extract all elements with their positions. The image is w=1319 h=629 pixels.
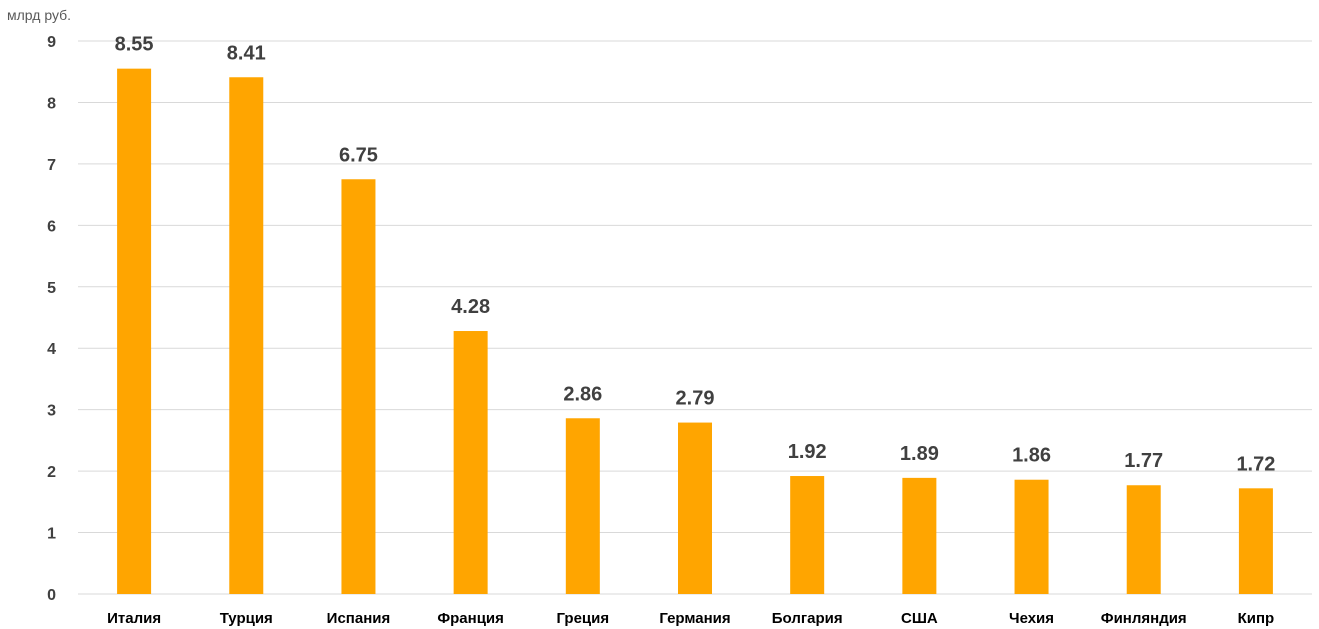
bar-7: [790, 476, 825, 594]
data-labels: 8.55 8.41 6.75 4.28 2.86 2.79 1.92 1.89 1.86 1.77…: [115, 34, 1276, 476]
bar-5: [565, 418, 600, 594]
x-tick-label: Кипр: [1238, 610, 1275, 627]
x-tick-label: Чехия: [1009, 610, 1054, 627]
data-label: 1.92: [788, 441, 827, 463]
data-label: 4.28: [451, 296, 490, 318]
x-tick-label: Турция: [220, 610, 273, 627]
bar-9: [1014, 479, 1049, 594]
gridlines: [78, 40, 1312, 595]
bar-11: [1238, 488, 1273, 594]
y-tick-label: 2: [47, 464, 56, 481]
y-tick-label: 5: [47, 280, 56, 297]
x-tick-label: Финляндия: [1101, 610, 1187, 627]
x-tick-label: Греция: [556, 610, 609, 627]
y-tick-label: 4: [47, 341, 56, 358]
y-tick-label: 8: [47, 95, 56, 112]
x-tick-label: Франция: [437, 610, 504, 627]
data-label: 6.75: [339, 144, 378, 166]
data-label: 8.41: [227, 42, 266, 64]
y-tick-label: 7: [47, 157, 56, 174]
bar-10: [1126, 485, 1161, 594]
x-tick-label: США: [901, 610, 938, 627]
y-tick-label: 0: [47, 587, 56, 604]
x-axis-ticks: Италия Турция Испания Франция Греция Германия…: [107, 610, 1274, 627]
data-label: 2.79: [676, 388, 715, 410]
bar-2: [229, 77, 264, 595]
data-label: 1.89: [900, 443, 939, 465]
bars: [117, 68, 1273, 595]
data-label: 1.77: [1124, 450, 1163, 472]
x-tick-label: Испания: [327, 610, 391, 627]
y-axis-ticks: 0 1 2 3 4 5 6 7 8 9: [47, 34, 56, 604]
data-label: 1.72: [1236, 453, 1275, 475]
bar-6: [678, 422, 712, 594]
bar-1: [117, 68, 152, 594]
bar-4: [453, 331, 488, 594]
y-tick-label: 1: [47, 526, 56, 543]
y-tick-label: 9: [47, 34, 56, 51]
bar-8: [902, 477, 937, 594]
x-tick-label: Болгария: [772, 610, 843, 627]
y-tick-label: 3: [47, 403, 56, 420]
data-label: 8.55: [115, 34, 154, 56]
data-label: 1.86: [1012, 445, 1051, 467]
x-tick-label: Италия: [107, 610, 161, 627]
x-tick-label: Германия: [659, 610, 730, 627]
y-axis-unit-label: млрд руб.: [7, 7, 71, 23]
bar-3: [341, 179, 376, 594]
data-label: 2.86: [563, 383, 602, 405]
y-tick-label: 6: [47, 218, 56, 235]
